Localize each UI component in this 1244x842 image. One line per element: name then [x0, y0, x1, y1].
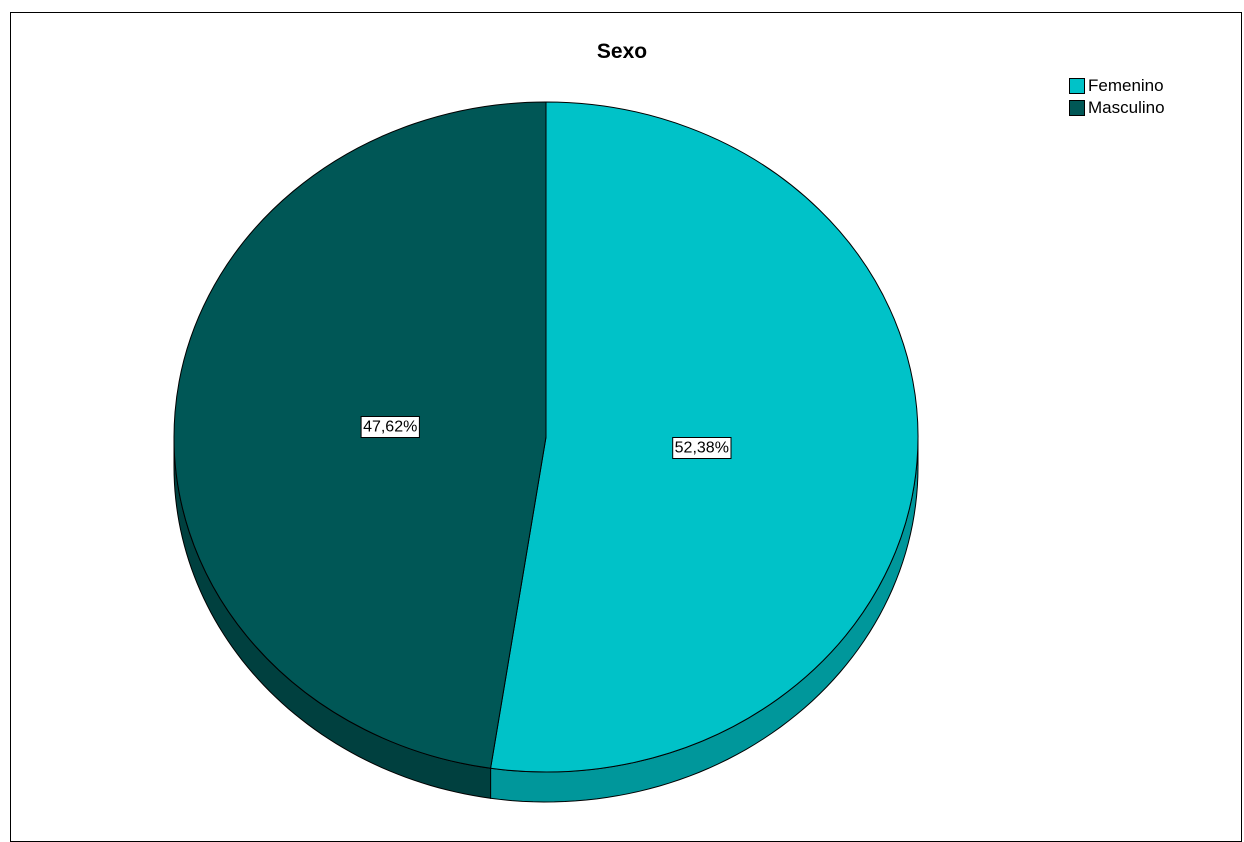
legend-item-femenino: Femenino	[1069, 75, 1165, 97]
data-label-box	[360, 416, 420, 438]
data-label-masculino: 47,62%	[360, 416, 420, 438]
legend-item-masculino: Masculino	[1069, 97, 1165, 119]
data-label-text-masculino: 47,62%	[363, 419, 417, 436]
data-label-text-femenino: 52,38%	[675, 440, 729, 457]
pie-slice-femenino	[490, 101, 919, 773]
data-label-box	[672, 437, 732, 459]
legend-swatch-femenino	[1069, 78, 1085, 94]
chart-title: Sexo	[596, 40, 648, 63]
data-label-femenino: 52,38%	[672, 437, 732, 459]
legend-swatch-masculino	[1069, 100, 1085, 116]
pie-slice-masculino	[173, 101, 547, 769]
legend-label-masculino: Masculino	[1088, 98, 1165, 117]
legend-label-femenino: Femenino	[1088, 76, 1164, 95]
legend: Femenino Masculino	[1069, 75, 1165, 119]
